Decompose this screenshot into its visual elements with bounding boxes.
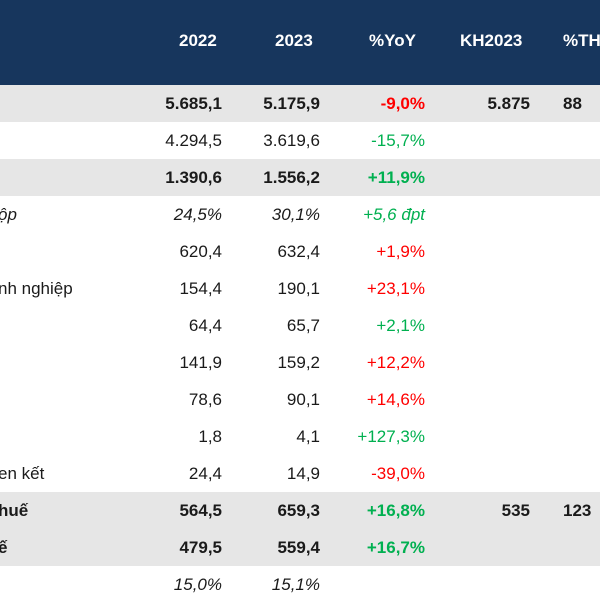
yoy-change: -9,0% xyxy=(380,94,425,113)
table-header: 2022 2023 %YoY KH2023 %TH xyxy=(0,0,600,85)
value-2022: 5.685,1 xyxy=(165,94,222,113)
table-row: nh nghiệp 154,4 190,1 +23,1% xyxy=(0,270,600,307)
table-row: 141,9 159,2 +12,2% xyxy=(0,344,600,381)
plan-2023: 5.875 xyxy=(487,94,530,113)
header-2023: 2023 xyxy=(275,31,313,50)
value-2022: 24,4 xyxy=(188,464,222,483)
table-row: 620,4 632,4 +1,9% xyxy=(0,233,600,270)
yoy-change: +127,3% xyxy=(357,427,425,446)
value-2023: 4,1 xyxy=(296,427,320,446)
value-2022: 620,4 xyxy=(179,242,222,261)
yoy-change: +12,2% xyxy=(366,353,425,372)
row-label: en kết xyxy=(0,464,45,483)
value-2023: 14,9 xyxy=(286,464,320,483)
value-2023: 559,4 xyxy=(277,538,320,557)
table-row: ế 479,5 559,4 +16,7% xyxy=(0,529,600,566)
table-row: 4.294,5 3.619,6 -15,7% xyxy=(0,122,600,159)
value-2022: 154,4 xyxy=(179,279,222,298)
value-2022: 15,0% xyxy=(173,575,222,594)
table-row: 64,4 65,7 +2,1% xyxy=(0,307,600,344)
header-th: %TH xyxy=(563,31,600,50)
table-row: 1.390,6 1.556,2 +11,9% xyxy=(0,159,600,196)
value-2022: 564,5 xyxy=(179,501,222,520)
value-2023: 159,2 xyxy=(277,353,320,372)
yoy-change: -39,0% xyxy=(371,464,425,483)
table-row: ộp 24,5% 30,1% +5,6 đpt xyxy=(0,196,600,233)
row-label: ộp xyxy=(0,205,17,224)
yoy-change: +5,6 đpt xyxy=(363,205,425,224)
yoy-change: +14,6% xyxy=(366,390,425,409)
row-label: nh nghiệp xyxy=(0,279,73,298)
value-2022: 64,4 xyxy=(188,316,222,335)
table-row: 78,6 90,1 +14,6% xyxy=(0,381,600,418)
plan-completion: 88 xyxy=(563,94,582,113)
plan-completion: 123 xyxy=(563,501,592,520)
value-2022: 1,8 xyxy=(198,427,222,446)
value-2023: 90,1 xyxy=(286,390,320,409)
table-row: 5.685,1 5.175,9 -9,0% 5.875 88 xyxy=(0,85,600,122)
yoy-change: -15,7% xyxy=(371,131,425,150)
value-2022: 24,5% xyxy=(173,205,222,224)
header-kh2023: KH2023 xyxy=(460,31,523,50)
table-row: huế 564,5 659,3 +16,8% 535 123 xyxy=(0,492,600,529)
yoy-change: +23,1% xyxy=(366,279,425,298)
value-2023: 190,1 xyxy=(277,279,320,298)
header-yoy: %YoY xyxy=(369,31,416,50)
table-row: 1,8 4,1 +127,3% xyxy=(0,418,600,455)
value-2023: 659,3 xyxy=(277,501,320,520)
value-2023: 5.175,9 xyxy=(263,94,320,113)
value-2023: 3.619,6 xyxy=(263,131,320,150)
yoy-change: +1,9% xyxy=(376,242,425,261)
value-2023: 15,1% xyxy=(271,575,320,594)
value-2023: 1.556,2 xyxy=(263,168,320,187)
plan-2023: 535 xyxy=(501,501,530,520)
value-2022: 4.294,5 xyxy=(165,131,222,150)
yoy-change: +16,8% xyxy=(366,501,425,520)
table-row: en kết 24,4 14,9 -39,0% xyxy=(0,455,600,492)
value-2022: 141,9 xyxy=(179,353,222,372)
value-2023: 632,4 xyxy=(277,242,320,261)
value-2023: 65,7 xyxy=(286,316,320,335)
table-row: 15,0% 15,1% xyxy=(0,566,600,603)
value-2022: 78,6 xyxy=(188,390,222,409)
value-2022: 1.390,6 xyxy=(165,168,222,187)
yoy-change: +2,1% xyxy=(376,316,425,335)
value-2023: 30,1% xyxy=(271,205,320,224)
yoy-change: +11,9% xyxy=(367,168,425,187)
row-label: huế xyxy=(0,501,29,520)
value-2022: 479,5 xyxy=(179,538,222,557)
header-2022: 2022 xyxy=(179,31,217,50)
yoy-change: +16,7% xyxy=(366,538,425,557)
row-label: ế xyxy=(0,538,8,557)
